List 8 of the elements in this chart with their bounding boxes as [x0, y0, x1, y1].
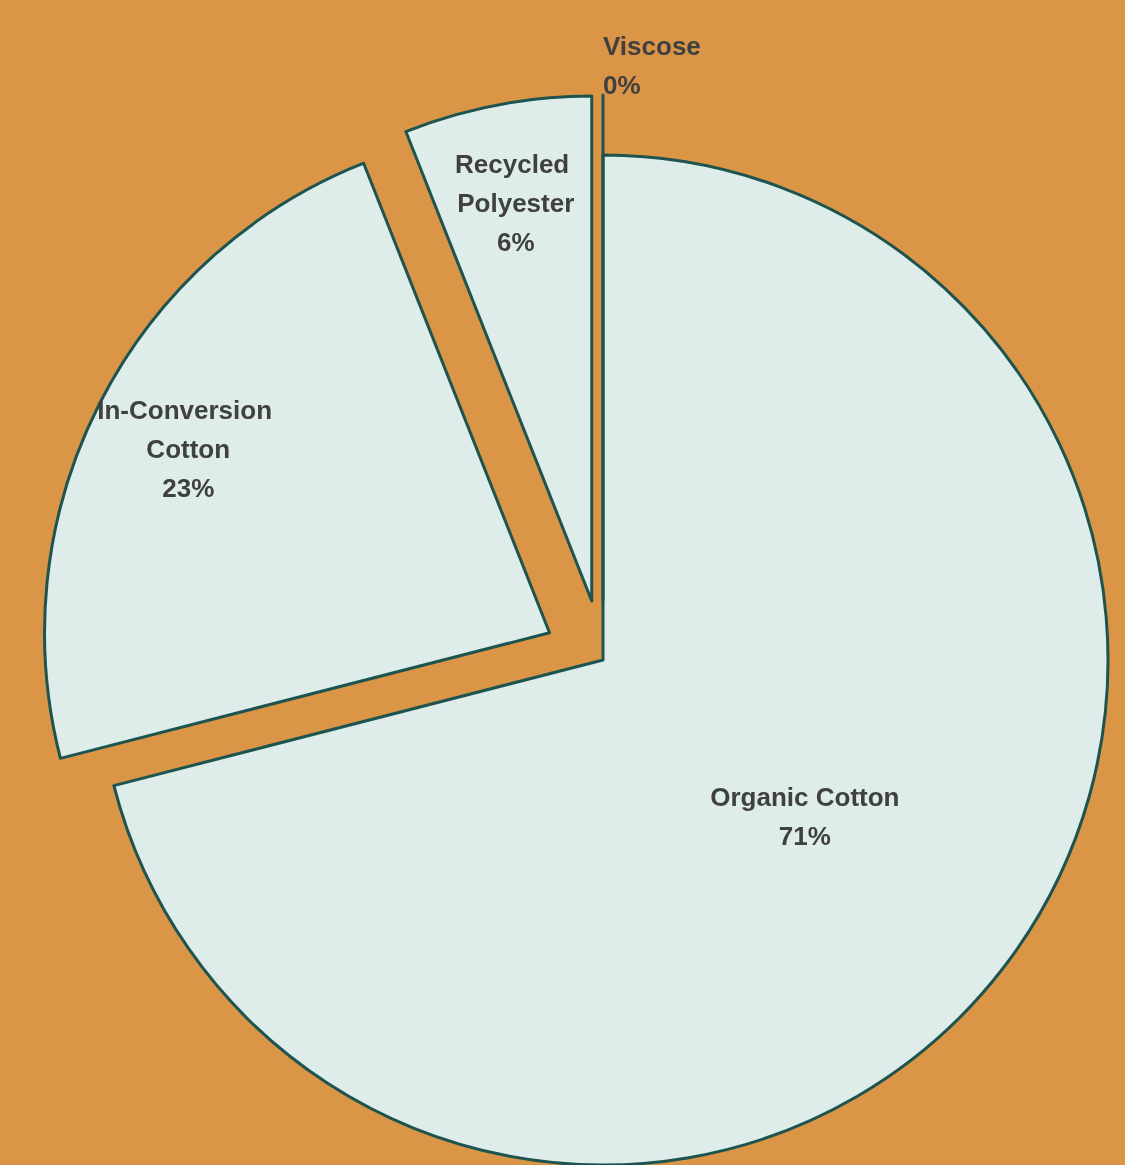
slice-label: In-Conversion Cotton	[97, 394, 280, 464]
data-label: 71%	[778, 821, 831, 852]
category-label: Viscose	[603, 30, 701, 61]
data-label: 6%	[496, 226, 535, 257]
text: 0%	[603, 69, 641, 100]
data-label: 23%	[162, 472, 215, 503]
slice-label: Recycled Polyester	[455, 148, 577, 218]
slice-label: Organic Cotton	[710, 782, 900, 813]
